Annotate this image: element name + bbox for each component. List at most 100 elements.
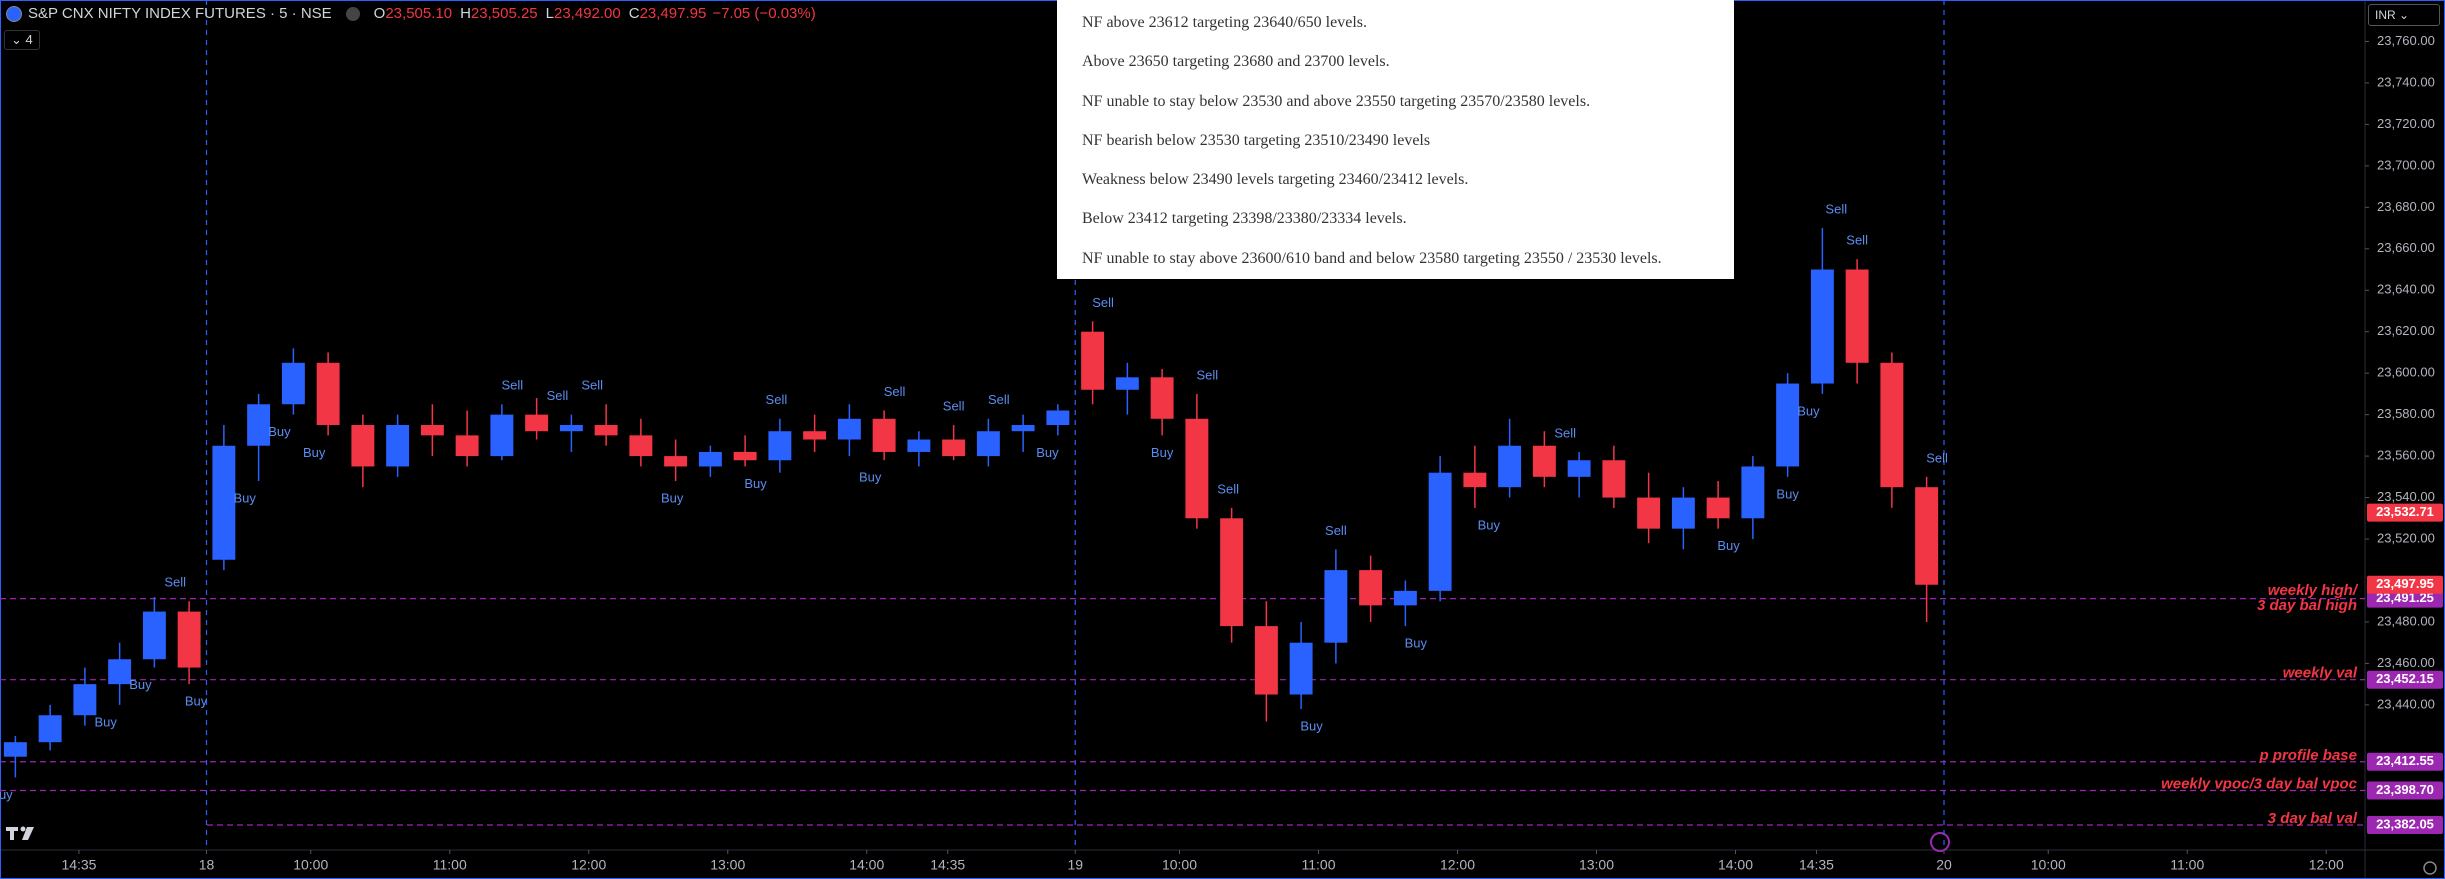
candle-body [733,451,757,461]
y-tick-label: 23,520.00 [2377,530,2435,545]
signal-label: Sell [884,384,906,399]
level-tag-label: 23,412.55 [2376,753,2434,768]
level-tag [2367,781,2443,800]
y-tick-label: 23,460.00 [2377,655,2435,670]
candle-body [1845,269,1869,363]
candle-body [837,418,861,440]
ohlc-value: 23,497.95 [639,5,707,22]
candle-body [1741,466,1765,519]
candle-body [1254,626,1278,695]
y-tick-label: 23,440.00 [2377,696,2435,711]
ohlc-value: 23,492.00 [554,5,621,22]
indicator-toggle[interactable]: ⌄ 4 [4,30,40,50]
candle-body [1150,377,1174,419]
level-tag [2367,589,2443,608]
y-tick-label: 23,760.00 [2377,33,2435,48]
candle-body [351,425,375,467]
level-tag-label: 23,491.25 [2376,590,2434,605]
settings-icon[interactable] [2423,861,2437,875]
candle-body [1602,460,1626,498]
candle-body [629,435,653,457]
x-tick-label: 14:35 [930,857,965,873]
candle-body [1081,331,1105,390]
candle-body [177,611,201,668]
signal-label: Buy [234,490,257,505]
signal-label: Sell [1092,295,1114,310]
candle-body [1324,570,1348,643]
x-tick-label: 20 [1936,857,1952,873]
candle-body [73,684,97,716]
x-tick-label: 11:00 [2170,857,2204,873]
signal-label: Sell [581,378,603,393]
candle-body [1706,497,1730,519]
candle-body [420,425,444,436]
level-label: weekly vpoc/3 day bal vpoc [2161,775,2358,792]
x-tick-label: 18 [199,857,215,873]
candle-body [3,742,27,757]
signal-label: Buy [303,445,326,460]
signal-label: Buy [1300,718,1323,733]
x-tick-label: 12:00 [571,857,606,873]
x-tick-label: 11:00 [433,857,467,873]
level-label: 3 day bal high [2257,597,2357,614]
candle-body [108,659,132,685]
candle-body [1185,418,1209,519]
signal-label: Buy [1717,538,1740,553]
indicator-count: 4 [25,32,33,47]
y-tick-label: 23,680.00 [2377,199,2435,214]
level-tag-label: 23,398.70 [2376,782,2434,797]
y-tick-label: 23,740.00 [2377,74,2435,89]
price-tag [2367,503,2443,522]
level-tag-label: 23,382.05 [2376,816,2434,831]
candle-body [1011,425,1035,432]
candle-body [1359,570,1383,606]
status-dot [345,6,360,21]
x-tick-label: 19 [1067,857,1083,873]
ohlc-item: L23,492.00 [546,5,621,22]
y-tick-label: 23,580.00 [2377,406,2435,421]
candle-body [1671,497,1695,529]
signal-label: Sell [1217,481,1239,496]
candle-body [1289,642,1313,695]
x-tick-label: 13:00 [710,857,745,873]
symbol[interactable]: S&P CNX NIFTY INDEX FUTURES · 5 · NSE [28,5,332,22]
notes-box: NF above 23612 targeting 23640/650 level… [1057,0,1734,279]
candle-body [1498,445,1522,488]
candle-body [768,431,792,461]
signal-label: Sell [988,392,1010,407]
y-tick-label: 23,700.00 [2377,157,2435,172]
alert-icon[interactable] [1930,832,1950,852]
candle-body [698,451,722,467]
symbol-icon [6,5,22,22]
note-line: NF unable to stay above 23600/610 band a… [1082,249,1662,267]
candle-body [976,431,1000,457]
signal-label: Buy [859,470,882,485]
ohlc-key: L [545,5,554,22]
x-tick-label: 14:00 [1718,857,1753,873]
x-tick-label: 13:00 [1579,857,1614,873]
signal-label: Buy [1151,445,1174,460]
x-tick-label: 11:00 [1302,857,1336,873]
currency: INR [2375,8,2396,22]
level-tag [2367,752,2443,771]
ohlc-key: O [373,5,386,22]
tv-logo [6,826,34,840]
level-tag-label: 23,452.15 [2376,671,2434,686]
note-line: Below 23412 targeting 23398/23380/23334 … [1082,210,1407,228]
y-tick-label: 23,540.00 [2377,489,2435,504]
candle-body [1880,362,1904,488]
signal-label: Buy [744,476,767,491]
x-tick-label: 14:35 [61,857,96,873]
ohlc-key: C [628,5,640,22]
ohlc-key: H [460,5,471,22]
currency-button[interactable]: INR ⌄ [2368,4,2440,26]
x-tick-label: 10:00 [1162,857,1197,873]
note-line: Weakness below 23490 levels targeting 23… [1082,171,1469,189]
candle-body [247,404,271,446]
signal-label: Sell [164,575,186,590]
signal-label: Sell [1825,201,1847,216]
candle-body [942,439,966,457]
ohlc-value: 23,505.10 [385,5,453,22]
candle-body [142,611,166,660]
y-tick-label: 23,600.00 [2377,365,2435,380]
